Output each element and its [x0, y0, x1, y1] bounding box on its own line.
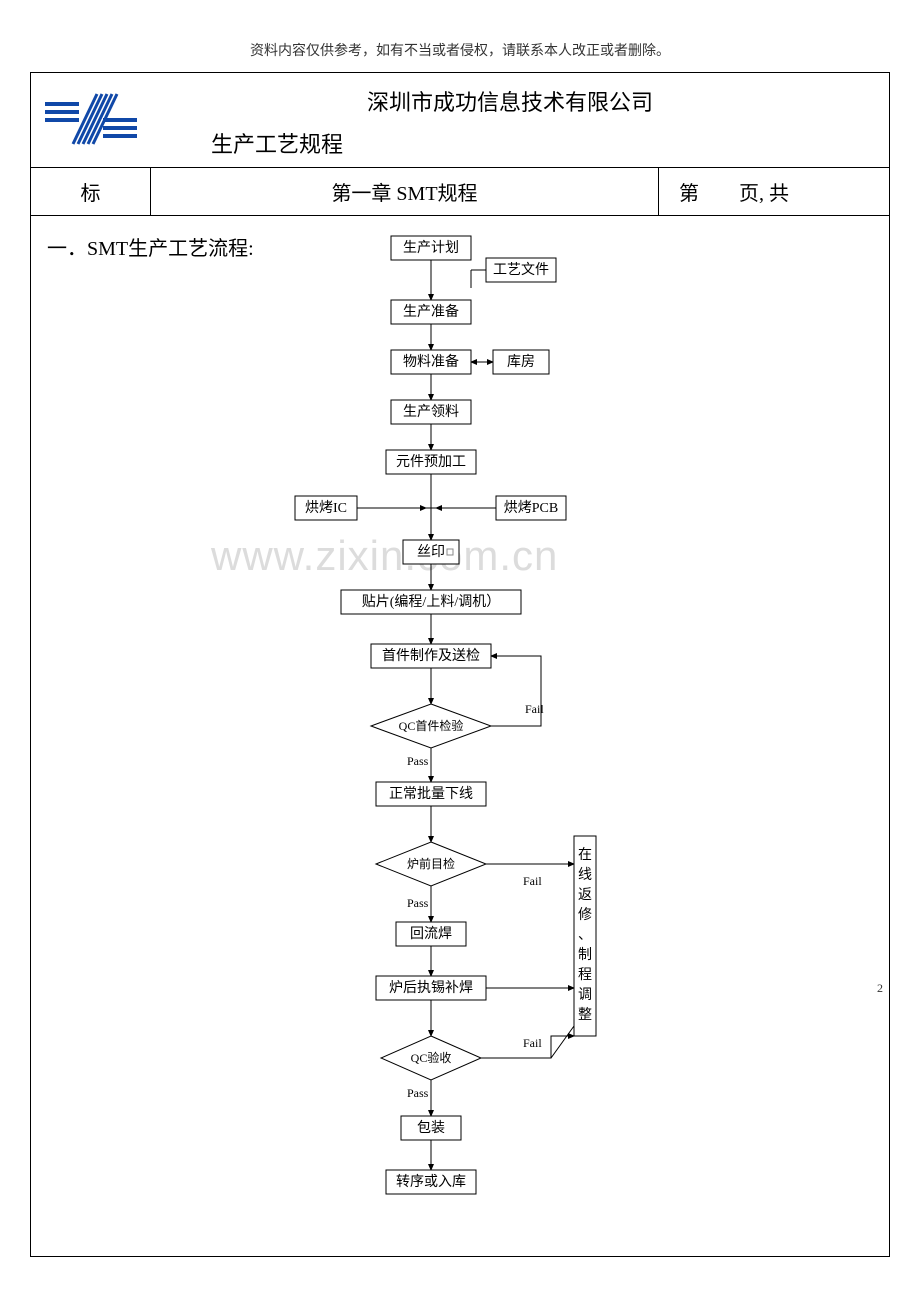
svg-text:物料准备: 物料准备: [403, 353, 459, 370]
svg-text:元件预加工: 元件预加工: [396, 454, 466, 470]
flowchart-svg: Pass Fail Pass Fail Pass Fail 生产计划工艺文件生产准备物料准备…: [31, 216, 891, 1256]
svg-text:Pass: Pass: [407, 896, 429, 910]
svg-text:炉后执锡补焊: 炉后执锡补焊: [389, 980, 473, 996]
svg-text:生产准备: 生产准备: [403, 303, 459, 320]
svg-text:程: 程: [578, 967, 592, 983]
chapter-title: 第一章 SMT规程: [151, 168, 659, 215]
company-logo-icon: [41, 88, 141, 152]
page-indicator: 第 页, 共: [659, 168, 889, 215]
page-suffix: 页, 共: [739, 177, 789, 206]
svg-text:炉前目检: 炉前目检: [407, 856, 455, 871]
svg-text:转序或入库: 转序或入库: [396, 1174, 466, 1190]
svg-text:回流焊: 回流焊: [410, 926, 452, 942]
header-row: 深圳市成功信息技术有限公司 生产工艺规程: [31, 73, 889, 168]
svg-text:返: 返: [578, 887, 592, 903]
svg-text:制: 制: [578, 947, 592, 963]
svg-text:线: 线: [578, 867, 592, 883]
svg-text:库房: 库房: [507, 354, 535, 370]
content-area: 一．SMT生产工艺流程: www.zixin.com.cn PassFailPa…: [31, 216, 889, 1256]
svg-text:烘烤IC: 烘烤IC: [305, 500, 347, 516]
document-frame: 深圳市成功信息技术有限公司 生产工艺规程 标 第一章 SMT规程 第 页, 共 …: [30, 72, 890, 1257]
svg-text:QC首件检验: QC首件检验: [399, 718, 464, 733]
svg-text:Fail: Fail: [525, 702, 544, 716]
svg-text:整: 整: [578, 1007, 592, 1023]
svg-text:首件制作及送检: 首件制作及送检: [382, 648, 480, 664]
svg-text:贴片(编程/上料/调机）: 贴片(编程/上料/调机）: [362, 594, 500, 610]
company-name: 深圳市成功信息技术有限公司: [151, 85, 869, 117]
svg-text:正常批量下线: 正常批量下线: [389, 786, 473, 802]
svg-text:烘烤PCB: 烘烤PCB: [504, 500, 558, 516]
svg-text:QC验收: QC验收: [411, 1050, 452, 1065]
svg-text:Pass: Pass: [407, 1086, 429, 1100]
svg-text:丝印: 丝印: [417, 544, 445, 560]
svg-text:在: 在: [578, 847, 592, 863]
svg-text:工艺文件: 工艺文件: [493, 262, 549, 278]
label-column: 标: [31, 168, 151, 215]
svg-text:调: 调: [578, 987, 592, 1003]
svg-text:生产计划: 生产计划: [403, 240, 459, 256]
logo-cell: [31, 73, 151, 167]
svg-text:修: 修: [578, 907, 592, 923]
svg-text:Fail: Fail: [523, 874, 542, 888]
disclaimer-text: 资料内容仅供参考，如有不当或者侵权，请联系本人改正或者删除。: [30, 40, 890, 60]
svg-text:生产领料: 生产领料: [403, 404, 459, 420]
svg-text:Fail: Fail: [523, 1036, 542, 1050]
svg-text:、: 、: [578, 928, 592, 943]
title-cell: 深圳市成功信息技术有限公司 生产工艺规程: [151, 73, 889, 167]
svg-text:Pass: Pass: [407, 754, 429, 768]
document-name: 生产工艺规程: [211, 127, 869, 159]
subheader-row: 标 第一章 SMT规程 第 页, 共: [31, 168, 889, 216]
page-prefix: 第: [679, 177, 699, 206]
side-page-number: 2: [877, 981, 883, 996]
svg-text:包装: 包装: [417, 1120, 445, 1136]
